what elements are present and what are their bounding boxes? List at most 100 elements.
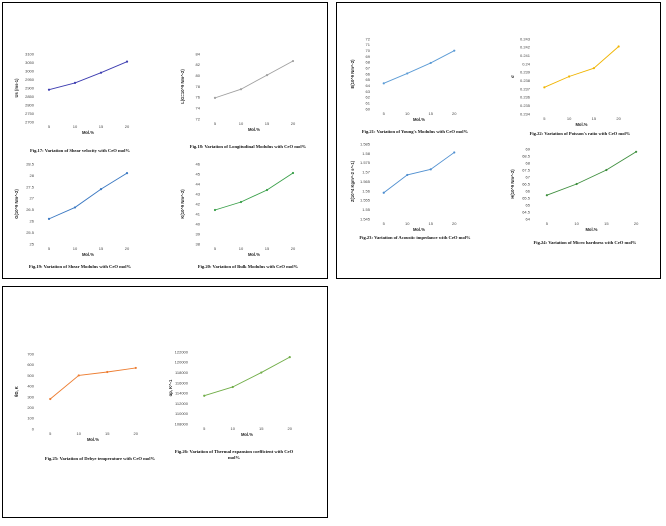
y-tick-label: 84 [196, 51, 201, 56]
y-tick-label: 100 [27, 416, 34, 421]
y-tick-label: 72 [366, 36, 371, 41]
y-tick-label: 41 [196, 211, 201, 216]
y-tick-label: 61 [366, 101, 371, 106]
y-tick-label: 112000 [175, 401, 189, 406]
y-tick-label: 700 [27, 351, 34, 356]
y-tick-label: 0.235 [520, 103, 531, 108]
x-tick-label: 20 [616, 116, 621, 121]
data-point [213, 208, 217, 212]
data-point [99, 188, 103, 191]
x-tick-label: 10 [405, 221, 410, 226]
data-point [213, 96, 217, 99]
data-point [635, 150, 638, 153]
data-point [543, 86, 546, 89]
y-tick-label: 1.565 [360, 179, 371, 184]
y-tick-label: 74 [196, 106, 201, 111]
x-tick-label: 20 [291, 246, 296, 251]
y-tick-label: 67 [366, 66, 371, 71]
y-tick-label: 2850 [25, 94, 35, 99]
y-tick-label: 63 [366, 89, 371, 94]
caption-fig19: Fig.19: Variation of Shear Modulus with … [28, 264, 132, 269]
y-tick-label: 2900 [25, 85, 35, 90]
chart-fig26: 108000 110000 112000 114000 116000 118000 1200… [168, 349, 293, 437]
y-tick-label: 65.5 [522, 195, 531, 200]
x-axis-label: Mol.% [248, 252, 260, 257]
x-tick-label: 20 [125, 124, 130, 129]
caption-fig21: Fig.21: Variation of Young's Modulus wit… [361, 129, 469, 134]
x-tick-label: 10 [239, 121, 244, 126]
y-tick-label: 76 [196, 95, 201, 100]
y-tick-label: 65 [526, 202, 531, 207]
chart-fig23: 1.545 1.55 1.555 1.56 1.565 1.57 1.575 1.58 1.58… [350, 141, 457, 232]
y-axis-label: σ [510, 75, 515, 78]
chart-fig19: 25 25.5 26 26.5 27 27.5 28 28.5 5 10 15 20 Mol.% G(10… [14, 161, 130, 257]
y-tick-label: 2700 [25, 119, 35, 124]
y-tick-label: 118000 [175, 370, 189, 375]
data-point [49, 397, 52, 401]
y-tick-label: 68.5 [522, 153, 531, 158]
y-tick-label: 1.555 [360, 198, 371, 203]
data-point [125, 60, 129, 63]
y-axis-label: αp, K^-1 [168, 379, 173, 396]
x-tick-label: 15 [99, 246, 104, 251]
x-tick-label: 20 [452, 111, 457, 116]
caption-fig18: Fig.18: Variation of Longitudinal Modulu… [189, 144, 307, 149]
data-point [125, 172, 129, 175]
chart-fig18: 72 74 76 78 80 82 84 5 10 15 20 Mol.% L(G=10^9 Nm^-2… [180, 51, 296, 132]
x-axis-label: Mol.% [241, 432, 253, 437]
x-tick-label: 10 [567, 116, 572, 121]
x-tick-label: 20 [452, 221, 457, 226]
data-point [617, 45, 620, 48]
y-axis-label: Z(10^4 Kgm^-2 s^-1) [350, 160, 355, 202]
y-tick-label: 72 [196, 116, 201, 121]
data-point [382, 82, 385, 85]
x-tick-label: 5 [546, 221, 549, 226]
x-tick-label: 20 [291, 121, 296, 126]
x-tick-label: 15 [592, 116, 597, 121]
y-tick-label: 200 [27, 405, 34, 410]
x-tick-label: 20 [634, 221, 639, 226]
x-tick-label: 5 [214, 246, 217, 251]
figure-panel-bottom-left [2, 286, 328, 518]
x-axis-label: Mol.% [585, 227, 597, 232]
x-tick-label: 20 [125, 246, 130, 251]
y-axis-label: Us (ms-1) [14, 78, 19, 98]
data-point [239, 88, 243, 91]
y-axis-label: K(10^9 Nm^-2) [180, 189, 185, 219]
x-tick-label: 10 [77, 431, 82, 436]
x-tick-label: 15 [429, 111, 434, 116]
chart-fig20: 38 39 40 41 42 43 44 45 46 5 10 15 20 Mol.% K(10^9 Nm^… [180, 161, 296, 257]
y-tick-label: 82 [196, 62, 201, 67]
x-axis-label: Mol.% [82, 252, 94, 257]
y-tick-label: 71 [366, 42, 371, 47]
y-tick-label: 0.238 [520, 78, 531, 83]
y-tick-label: 0 [32, 426, 35, 431]
y-tick-label: 80 [196, 73, 201, 78]
data-point [47, 88, 51, 91]
x-tick-label: 15 [429, 221, 434, 226]
y-tick-label: 0.236 [520, 95, 531, 100]
y-tick-label: 0.24 [522, 61, 531, 66]
y-axis-label: H(10^9 Nm^-2) [510, 169, 515, 199]
x-tick-label: 15 [99, 124, 104, 129]
y-tick-label: 110000 [175, 411, 189, 416]
caption-fig23: Fig.23: Variation of Acoustic impedance … [359, 235, 471, 240]
y-tick-label: 39 [196, 231, 201, 236]
x-tick-label: 10 [405, 111, 410, 116]
series-line [49, 367, 136, 400]
y-tick-label: 500 [27, 373, 34, 378]
y-tick-label: 42 [196, 201, 201, 206]
data-point [203, 394, 206, 397]
y-tick-label: 40 [196, 221, 201, 226]
x-tick-label: 20 [288, 426, 293, 431]
y-tick-label: 108000 [175, 421, 189, 426]
y-tick-label: 66 [366, 71, 371, 76]
x-axis-label: Mol.% [413, 227, 425, 232]
y-tick-label: 1.58 [362, 151, 371, 156]
y-axis-label: θD, K [14, 386, 19, 397]
data-point [291, 171, 295, 175]
y-tick-label: 1.545 [360, 216, 371, 221]
y-tick-label: 68 [366, 60, 371, 65]
series-line [546, 151, 637, 196]
